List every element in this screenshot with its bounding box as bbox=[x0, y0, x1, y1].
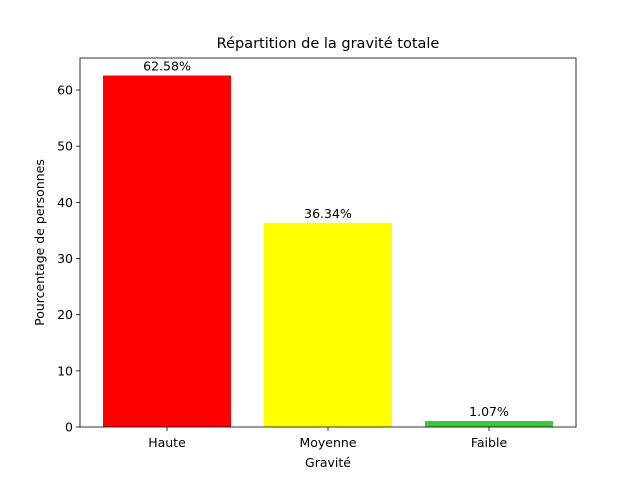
x-tick-label-moyenne: Moyenne bbox=[299, 435, 356, 450]
bar-faible bbox=[425, 420, 553, 427]
x-tick-label-faible: Faible bbox=[471, 435, 508, 450]
y-tick-label-60: 60 bbox=[57, 83, 73, 98]
y-tick-label-10: 10 bbox=[57, 363, 73, 378]
y-tick-label-0: 0 bbox=[65, 420, 73, 435]
plot-frame bbox=[79, 57, 577, 428]
y-tick-label-40: 40 bbox=[57, 195, 73, 210]
y-tick-label-50: 50 bbox=[57, 139, 73, 154]
x-axis-label: Gravité bbox=[305, 455, 351, 470]
y-tick-label-20: 20 bbox=[57, 307, 73, 322]
bar-haute bbox=[103, 75, 231, 427]
x-tick-label-haute: Haute bbox=[148, 435, 186, 450]
chart-title: Répartition de la gravité totale bbox=[217, 36, 440, 52]
plot-area: 62.58% Haute 36.34% Moyenne 1.07% Faible 0 10 20… bbox=[57, 57, 577, 450]
data-label-faible: 1.07% bbox=[469, 404, 509, 419]
data-label-moyenne: 36.34% bbox=[304, 206, 352, 221]
data-label-haute: 62.58% bbox=[143, 59, 191, 74]
y-tick-label-30: 30 bbox=[57, 251, 73, 266]
y-axis-label: Pourcentage de personnes bbox=[32, 159, 47, 326]
bar-moyenne bbox=[264, 222, 392, 427]
